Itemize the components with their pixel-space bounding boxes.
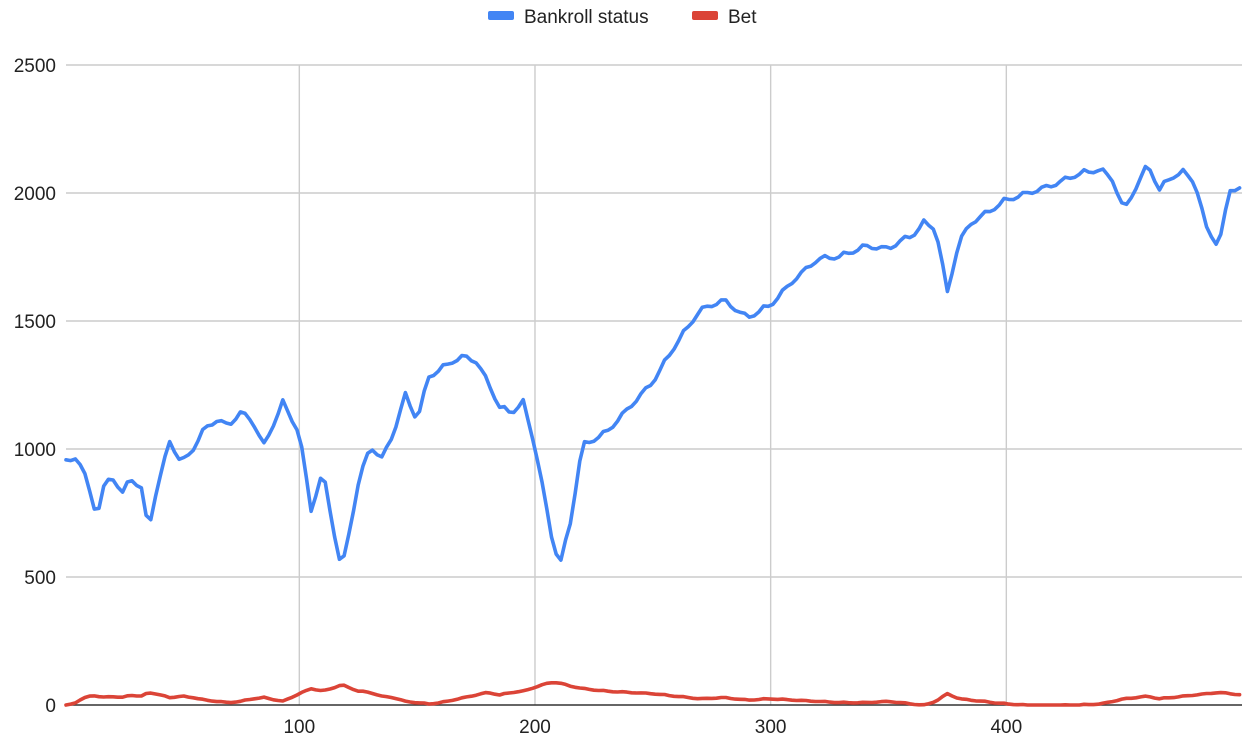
y-tick-label: 2500 (14, 56, 56, 77)
series-line-bankroll-status (64, 164, 1242, 562)
y-tick-label: 1500 (14, 312, 56, 333)
y-tick-label: 0 (45, 696, 56, 717)
x-tick-label: 100 (283, 717, 315, 738)
x-axis: 100 200 300 400 (66, 704, 1242, 738)
y-axis: 0 500 1000 1500 2000 2500 (14, 56, 56, 717)
chart-grid (66, 64, 1242, 705)
y-tick-label: 2000 (14, 184, 56, 205)
x-tick-label: 400 (990, 717, 1022, 738)
legend-label-bankroll-status: Bankroll status (524, 7, 649, 28)
legend-label-bet: Bet (728, 7, 757, 28)
chart-legend: Bankroll status Bet (488, 7, 757, 28)
series-line-bet (64, 680, 1242, 707)
x-tick-label: 200 (519, 717, 551, 738)
legend-item-bankroll-status[interactable]: Bankroll status (488, 7, 649, 28)
x-tick-label: 300 (755, 717, 787, 738)
legend-item-bet[interactable]: Bet (692, 7, 757, 28)
y-tick-label: 500 (24, 568, 56, 589)
y-tick-label: 1000 (14, 440, 56, 461)
series-layer (64, 164, 1242, 707)
legend-swatch-bankroll-status (488, 11, 514, 20)
legend-swatch-bet (692, 11, 718, 20)
